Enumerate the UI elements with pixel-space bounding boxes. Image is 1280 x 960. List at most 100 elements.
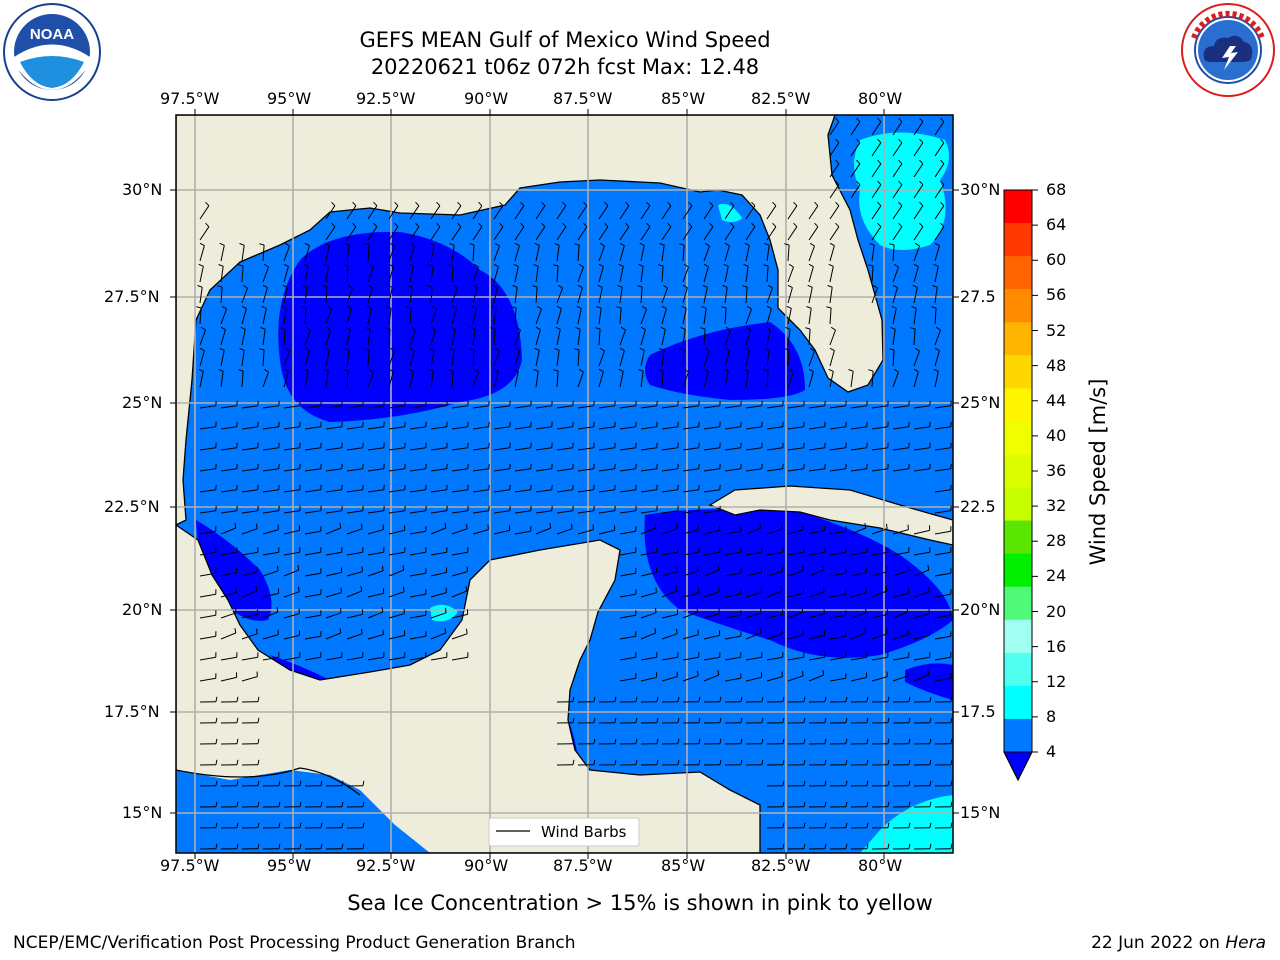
wind-barb-flag bbox=[618, 368, 624, 372]
wind-barb bbox=[346, 510, 363, 514]
wind-barb bbox=[451, 205, 462, 220]
wind-barb-flag bbox=[257, 822, 260, 828]
noaa-logo-icon: NOAA bbox=[3, 3, 101, 101]
wind-barb-flag bbox=[637, 285, 643, 288]
wind-barb-flag bbox=[302, 285, 308, 288]
wind-barb bbox=[892, 426, 909, 430]
wind-barb bbox=[304, 329, 311, 346]
wind-barb-flag bbox=[718, 586, 720, 592]
wind-barb bbox=[472, 226, 483, 241]
wind-barb bbox=[787, 205, 798, 220]
wind-barb-flag bbox=[698, 759, 701, 765]
wind-barb bbox=[724, 468, 741, 472]
wind-barb bbox=[409, 447, 426, 451]
wind-barb-flag bbox=[236, 759, 239, 765]
wind-barb-flag bbox=[646, 201, 651, 207]
wind-barb bbox=[241, 676, 258, 682]
wind-barb bbox=[367, 634, 384, 640]
wind-barb-flag bbox=[893, 263, 899, 268]
wind-barb bbox=[787, 656, 804, 661]
wind-barb bbox=[808, 591, 825, 598]
wind-barb-flag bbox=[824, 717, 827, 723]
wind-barb-flag bbox=[835, 117, 840, 123]
wind-barb bbox=[367, 426, 384, 430]
wind-barb-flag bbox=[403, 586, 405, 592]
wind-barb-flag bbox=[215, 822, 218, 828]
wind-barb bbox=[661, 350, 665, 367]
wind-barb bbox=[703, 405, 720, 409]
colorbar-tick-label: 16 bbox=[1046, 636, 1067, 656]
wind-barbs bbox=[196, 117, 953, 850]
wind-barb bbox=[199, 205, 210, 220]
wind-barb-flag bbox=[299, 801, 302, 807]
wind-barb bbox=[220, 527, 236, 535]
wind-barb-flag bbox=[950, 822, 953, 828]
wind-barb-flag bbox=[541, 222, 546, 228]
wind-barb-flag bbox=[499, 201, 504, 207]
wind-barb-flag bbox=[436, 201, 441, 207]
wind-barb-flag bbox=[578, 263, 584, 268]
wind-barb bbox=[241, 489, 258, 493]
wind-barb bbox=[388, 245, 395, 262]
wind-barb bbox=[199, 226, 210, 241]
wind-barb-flag bbox=[759, 523, 762, 529]
wind-barb-flag bbox=[515, 326, 521, 331]
wind-barb bbox=[829, 614, 846, 619]
sea-ice-caption: Sea Ice Concentration > 15% is shown in … bbox=[347, 891, 933, 915]
wind-barb bbox=[325, 551, 342, 556]
wind-barb-flag bbox=[554, 243, 560, 246]
wind-barb bbox=[619, 287, 623, 304]
wind-barb-flag bbox=[341, 780, 344, 786]
wind-barb bbox=[430, 226, 441, 241]
wind-barb bbox=[220, 489, 237, 493]
wind-barb bbox=[913, 591, 930, 598]
wind-barb bbox=[556, 329, 561, 346]
wind-barb bbox=[703, 308, 707, 325]
wind-barb bbox=[367, 592, 384, 598]
wind-barb-flag bbox=[572, 738, 575, 744]
wind-barb-flag bbox=[887, 696, 890, 702]
wind-barb bbox=[430, 426, 447, 430]
wind-barb bbox=[913, 205, 924, 220]
wind-barb bbox=[304, 614, 321, 619]
wind-barb bbox=[661, 676, 678, 682]
lat-label: 27.5 bbox=[960, 287, 996, 306]
wind-barb bbox=[640, 405, 657, 409]
wind-barb bbox=[451, 551, 468, 556]
wind-barb bbox=[850, 612, 867, 619]
wind-barb bbox=[535, 447, 552, 451]
lat-label: 22.5°N bbox=[104, 497, 160, 516]
lon-label: 85°W bbox=[661, 856, 706, 875]
wind-barb bbox=[913, 328, 916, 346]
wind-barb bbox=[241, 245, 245, 262]
colorbar-segment bbox=[1004, 223, 1032, 257]
wind-barb bbox=[199, 245, 205, 262]
wind-barb-flag bbox=[919, 222, 924, 228]
wind-barb bbox=[220, 405, 237, 409]
wind-barb-flag bbox=[215, 696, 218, 702]
wind-barb-flag bbox=[364, 243, 370, 246]
wind-barb-flag bbox=[549, 523, 552, 529]
wind-barb bbox=[640, 676, 657, 682]
map-area bbox=[176, 115, 953, 853]
wind-barb-flag bbox=[278, 843, 281, 849]
footer-machine: Hera bbox=[1225, 933, 1266, 953]
wind-barb bbox=[766, 405, 783, 409]
wind-barb bbox=[367, 244, 370, 262]
wind-barb-flag bbox=[740, 738, 743, 744]
wind-barb-flag bbox=[409, 347, 415, 352]
wind-barb bbox=[934, 371, 939, 388]
wind-barb-flag bbox=[365, 327, 371, 330]
wind-barb bbox=[934, 245, 940, 262]
wind-barb-flag bbox=[583, 201, 588, 207]
wind-barb bbox=[430, 329, 436, 346]
wind-barb bbox=[220, 592, 237, 598]
wind-barb bbox=[283, 468, 300, 472]
wind-barb bbox=[220, 571, 237, 577]
wind-barb-flag bbox=[866, 717, 869, 723]
wind-barb bbox=[409, 266, 414, 283]
wind-barb bbox=[808, 634, 825, 640]
wind-barb-flag bbox=[198, 263, 204, 267]
wind-barb bbox=[871, 121, 882, 136]
wind-barb bbox=[640, 286, 643, 304]
